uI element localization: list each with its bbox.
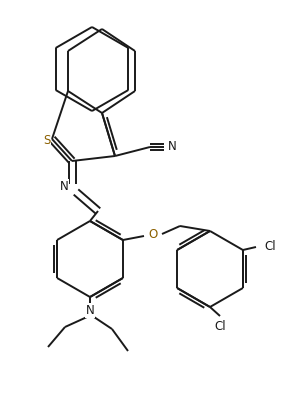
Text: N: N bbox=[86, 304, 94, 317]
Text: N: N bbox=[168, 141, 176, 153]
Text: Cl: Cl bbox=[264, 240, 276, 254]
Text: N: N bbox=[60, 180, 68, 193]
Text: O: O bbox=[148, 229, 158, 241]
Text: S: S bbox=[43, 135, 51, 148]
Text: Cl: Cl bbox=[214, 319, 226, 333]
